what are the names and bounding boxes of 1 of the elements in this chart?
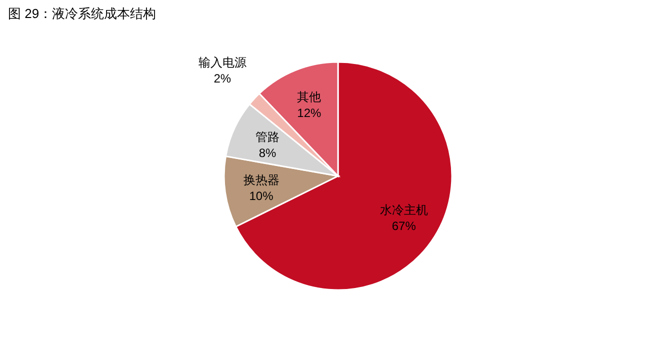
title: 图 29：液冷系统成本结构 [8,6,156,21]
